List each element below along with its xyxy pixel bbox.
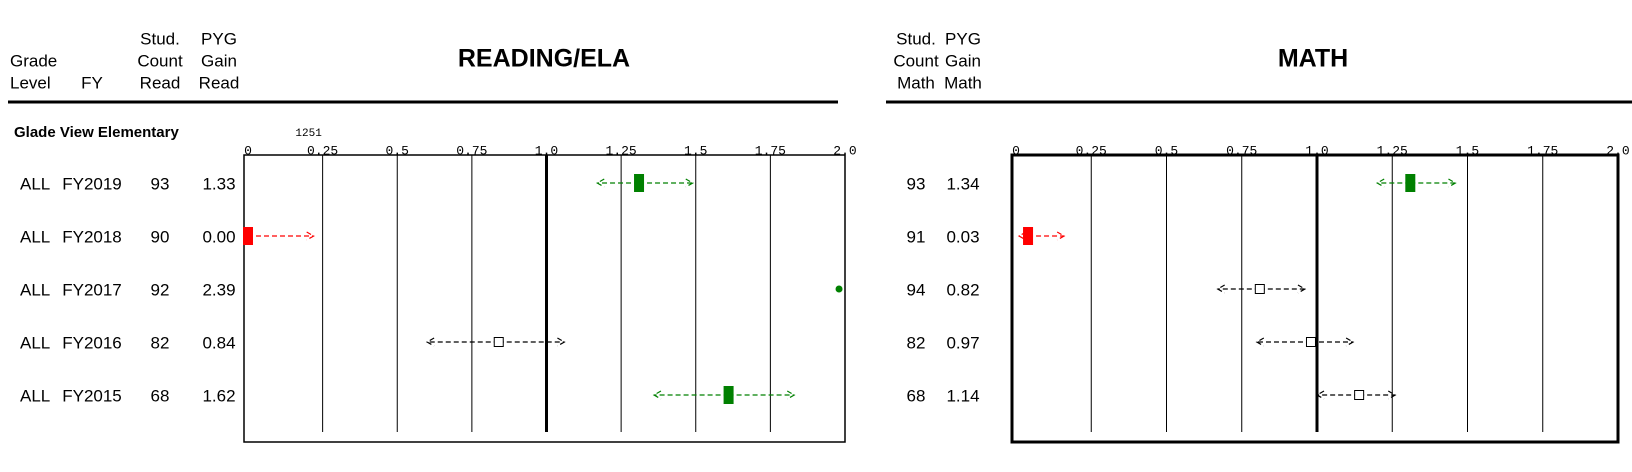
column-header: Stud. xyxy=(896,29,936,48)
x-tick-label: 1.0 xyxy=(535,143,558,158)
column-header: PYG xyxy=(945,29,981,48)
interval-arrow xyxy=(425,337,499,347)
column-header: Count xyxy=(137,51,183,70)
cell: FY2019 xyxy=(62,174,122,193)
cell: ALL xyxy=(20,174,50,193)
column-header: PYG xyxy=(201,29,237,48)
cell: 0.84 xyxy=(202,333,235,352)
estimate-square xyxy=(1254,284,1265,294)
interval-arrow xyxy=(728,390,796,400)
estimate-box xyxy=(723,386,734,404)
cell: 1.62 xyxy=(202,386,235,405)
cell: 1.33 xyxy=(202,174,235,193)
x-tick-label: 2.0 xyxy=(1606,143,1629,158)
interval-arrow xyxy=(652,390,729,400)
interval-arrow xyxy=(1028,231,1066,241)
interval-arrow xyxy=(1310,337,1355,347)
x-tick-label: 2.0 xyxy=(833,143,856,158)
interval-arrow xyxy=(1216,284,1260,294)
cell: FY2017 xyxy=(62,280,122,299)
x-tick-label: 1.25 xyxy=(1377,143,1408,158)
cell: 93 xyxy=(907,174,926,193)
cell: 92 xyxy=(151,280,170,299)
interval-arrow xyxy=(248,231,315,241)
column-header: Gain xyxy=(945,51,981,70)
plot-frame xyxy=(1010,153,1620,444)
cell: 93 xyxy=(151,174,170,193)
cell: 68 xyxy=(907,386,926,405)
cell: ALL xyxy=(20,280,50,299)
interval-arrow xyxy=(1315,390,1360,400)
estimate-dot xyxy=(835,285,843,293)
x-tick-label: 0.75 xyxy=(1226,143,1257,158)
cell: 0.03 xyxy=(946,227,979,246)
x-tick-label: 0.5 xyxy=(386,143,409,158)
x-tick-label: 0.25 xyxy=(307,143,338,158)
interval-arrow xyxy=(1410,178,1457,188)
x-tick-label: 0.5 xyxy=(1155,143,1178,158)
column-header: Level xyxy=(10,73,51,92)
cell: 94 xyxy=(907,280,926,299)
cell: 82 xyxy=(151,333,170,352)
column-header: Count xyxy=(893,51,939,70)
column-header: Math xyxy=(944,73,982,92)
cell: 2.39 xyxy=(202,280,235,299)
column-header: Gain xyxy=(201,51,237,70)
cell: 82 xyxy=(907,333,926,352)
x-tick-label: 1.25 xyxy=(606,143,637,158)
cell: ALL xyxy=(20,386,50,405)
cell: FY2015 xyxy=(62,386,122,405)
cell: FY2018 xyxy=(62,227,122,246)
cell: 0.82 xyxy=(946,280,979,299)
column-header: Read xyxy=(199,73,240,92)
x-tick-label: 0 xyxy=(244,143,252,158)
interval-arrow xyxy=(1359,390,1397,400)
x-tick-label: 0.75 xyxy=(456,143,487,158)
x-tick-label: 1.5 xyxy=(684,143,707,158)
cell: 0.00 xyxy=(202,227,235,246)
plot-frame xyxy=(243,154,846,443)
estimate-box xyxy=(243,227,253,245)
x-tick-label: 1.75 xyxy=(1527,143,1558,158)
cell: 1.34 xyxy=(946,174,979,193)
column-header: Grade xyxy=(10,51,57,70)
x-tick-label: 1.0 xyxy=(1305,143,1328,158)
chart-title: MATH xyxy=(1278,45,1348,73)
cell: 68 xyxy=(151,386,170,405)
interval-arrow xyxy=(596,178,640,188)
interval-arrow xyxy=(1375,178,1411,188)
interval-arrow xyxy=(1255,337,1311,347)
x-tick-label: 0.25 xyxy=(1076,143,1107,158)
cell: ALL xyxy=(20,227,50,246)
cell: ALL xyxy=(20,333,50,352)
school-name: Glade View Elementary xyxy=(14,124,179,141)
x-tick-label: 1.5 xyxy=(1456,143,1479,158)
estimate-box xyxy=(1023,227,1034,245)
column-header: Stud. xyxy=(140,29,180,48)
estimate-square xyxy=(1354,390,1365,400)
cell: 0.97 xyxy=(946,333,979,352)
interval-arrow xyxy=(498,337,566,347)
cell: 1.14 xyxy=(946,386,979,405)
interval-arrow xyxy=(639,178,694,188)
x-tick-label: 0 xyxy=(1012,143,1020,158)
x-tick-label: 1.75 xyxy=(755,143,786,158)
column-header: Read xyxy=(140,73,181,92)
column-header: FY xyxy=(81,73,103,92)
estimate-square xyxy=(1305,337,1316,347)
cell: 91 xyxy=(907,227,926,246)
estimate-box xyxy=(1405,174,1416,192)
estimate-square xyxy=(493,337,504,347)
cell: 90 xyxy=(151,227,170,246)
chart-title: READING/ELA xyxy=(458,45,630,73)
column-header: Math xyxy=(897,73,935,92)
cell: FY2016 xyxy=(62,333,122,352)
interval-arrow xyxy=(1259,284,1307,294)
estimate-box xyxy=(634,174,645,192)
annotation: 1251 xyxy=(295,128,322,140)
